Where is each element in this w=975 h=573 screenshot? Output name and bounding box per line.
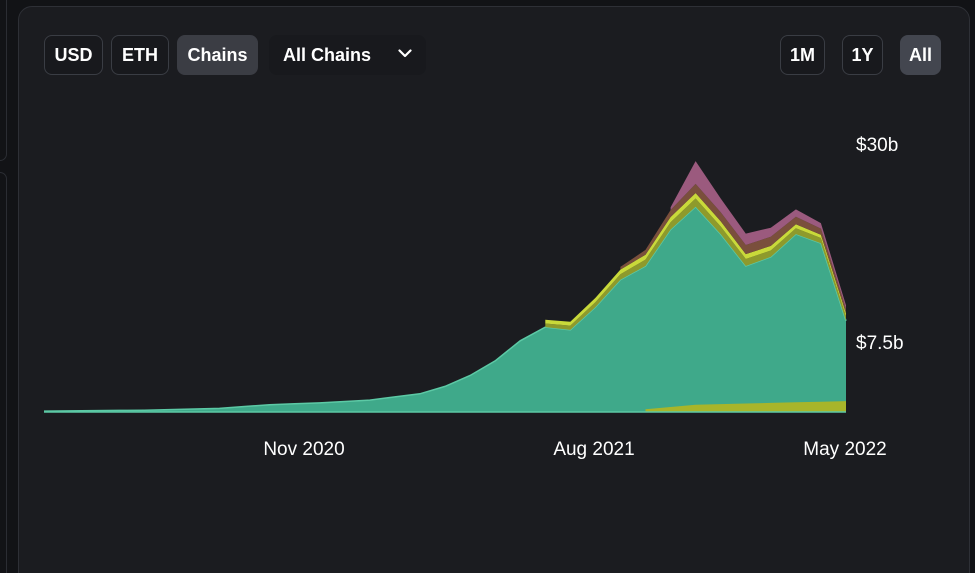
bottom-band-area — [645, 401, 846, 412]
chains-toggle-button[interactable]: Chains — [177, 35, 258, 75]
range-1y-button[interactable]: 1Y — [842, 35, 883, 75]
chevron-down-icon — [398, 49, 412, 58]
x-tick-label: May 2022 — [803, 439, 886, 460]
area-series-1 — [44, 206, 846, 412]
x-tick-label: Nov 2020 — [263, 439, 344, 460]
x-axis-ticks: Nov 2020 Aug 2021 May 2022 — [263, 439, 886, 460]
left-panel-edge — [0, 172, 7, 573]
x-tick-label: Aug 2021 — [553, 439, 634, 460]
area-series-1-edge — [43, 205, 847, 412]
y-tick-label: $7.5b — [856, 333, 904, 354]
usd-toggle-button[interactable]: USD — [44, 35, 103, 75]
chain-select[interactable]: All Chains — [269, 35, 426, 75]
chain-select-value: All Chains — [283, 45, 372, 65]
chart-areas — [43, 161, 847, 413]
y-axis-ticks: $30b $7.5b — [856, 135, 904, 354]
y-tick-label: $30b — [856, 135, 898, 156]
range-1m-button[interactable]: 1M — [780, 35, 825, 75]
eth-toggle-button[interactable]: ETH — [111, 35, 169, 75]
area-series-5 — [670, 161, 846, 309]
range-all-button[interactable]: All — [900, 35, 941, 75]
